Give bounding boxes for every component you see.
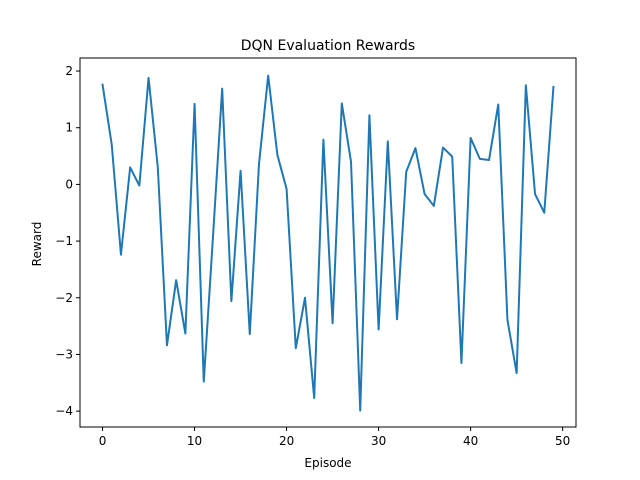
x-tick-label: 0 — [99, 434, 107, 448]
y-tick-label: −3 — [55, 347, 73, 361]
chart-title: DQN Evaluation Rewards — [241, 38, 415, 54]
x-tick-label: 20 — [279, 434, 294, 448]
axes-frame — [79, 57, 577, 428]
y-tick-label: 0 — [65, 177, 73, 191]
y-tick-label: −1 — [55, 234, 73, 248]
plot-area — [101, 74, 555, 412]
x-tick-label: 40 — [463, 434, 478, 448]
y-tick-label: 2 — [65, 64, 73, 78]
axes: 0 10 20 30 40 50 −4 −3 −2 −1 0 1 2 — [55, 57, 577, 448]
series-line-0 — [101, 74, 555, 412]
x-tick-label: 30 — [371, 434, 386, 448]
x-tick-label: 10 — [187, 434, 202, 448]
y-axis-label: Reward — [30, 222, 44, 267]
y-tick-label: −4 — [55, 404, 73, 418]
y-tick-label: 1 — [65, 121, 73, 135]
x-axis-label: Episode — [304, 456, 351, 470]
x-tick-label: 50 — [555, 434, 570, 448]
y-tick-label: −2 — [55, 291, 73, 305]
